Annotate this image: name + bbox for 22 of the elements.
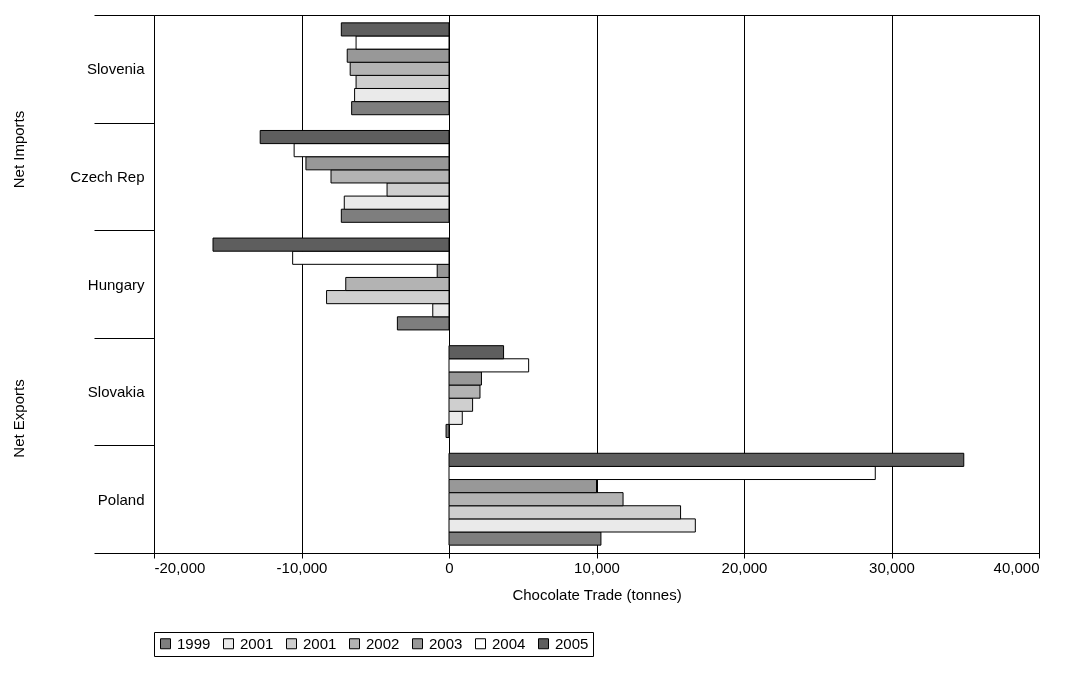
text: Net Imports — [10, 110, 27, 189]
x-tick-label: 20,000 — [721, 558, 768, 576]
x-tick-label: -20,000 — [154, 558, 206, 576]
legend-label: 2002 — [366, 634, 400, 652]
legend-label: 2004 — [492, 634, 526, 652]
x-axis-title: Chocolate Trade (tonnes) — [512, 585, 682, 603]
legend-label: 1999 — [177, 634, 211, 652]
x-tick-label: 10,000 — [574, 558, 620, 576]
y-tick-label: Hungary — [87, 275, 145, 293]
y-tick-label: Slovakia — [87, 383, 146, 401]
legend-label: 2005 — [555, 634, 589, 652]
legend-label: 2001 — [303, 634, 337, 652]
legend-label: 2001 — [240, 634, 274, 652]
text: Net Exports — [10, 379, 27, 458]
x-tick-label: 0 — [445, 558, 454, 576]
y-tick-label: Czech Rep — [70, 167, 145, 185]
y-tick-label: Slovenia — [86, 60, 146, 78]
x-tick-label: 30,000 — [869, 558, 915, 576]
x-tick-label: 40,000 — [993, 558, 1040, 576]
y-tick-label: Poland — [97, 490, 145, 508]
legend-label: 2003 — [429, 634, 463, 652]
x-tick-label: -10,000 — [276, 558, 328, 576]
